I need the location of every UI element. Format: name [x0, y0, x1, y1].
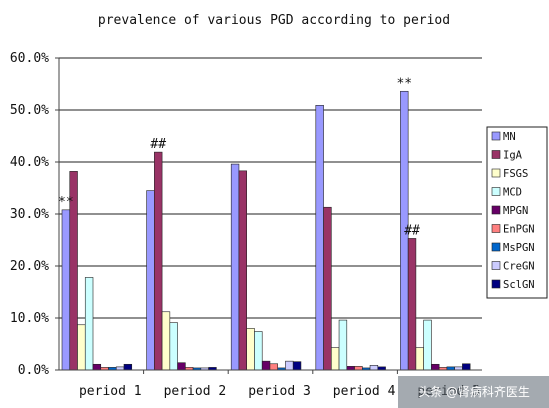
annotation-mark: **	[396, 76, 412, 91]
legend-swatch-mn	[491, 131, 501, 141]
bar-mn-1	[61, 209, 71, 371]
y-tick-labels: 0.0% 10.0% 20.0% 30.0% 40.0% 50.0% 60.0%	[10, 51, 49, 378]
bar-fsgs-2	[161, 311, 171, 371]
y-tick-label: 10.0%	[10, 311, 49, 326]
bar-fsgs-3	[246, 328, 255, 371]
y-tick-label: 40.0%	[10, 155, 49, 170]
legend-swatch-iga	[491, 150, 501, 159]
bar-iga-3	[238, 170, 247, 371]
bar-cregn-4	[369, 365, 379, 371]
legend-swatch-mcd	[491, 187, 501, 196]
watermark-backdrop	[398, 376, 549, 408]
legend-label-sclgn: SclGN	[503, 279, 535, 291]
annotations: ** ## ** ##	[58, 76, 420, 238]
legend-swatch-cregn	[491, 261, 501, 270]
bar-enpgn-3	[269, 363, 279, 371]
legend-label-mcd: MCD	[503, 187, 522, 199]
category-label: period 2	[164, 384, 227, 399]
legend-swatch-sclgn	[491, 279, 501, 289]
legend-items: MN IgA FSGS MCD MPGN EnPGN MsPGN CreGN SclGN	[491, 131, 535, 291]
bar-fsgs-4	[330, 347, 340, 371]
legend-swatch-mspgn	[491, 242, 501, 252]
legend-swatch-fsgs	[491, 168, 501, 178]
watermark: 头条 @肾病科齐医生	[398, 376, 549, 408]
category-label: period 1	[79, 384, 142, 399]
legend-swatch-enpgn	[491, 224, 501, 233]
bar-mcd-5	[423, 319, 432, 371]
bar-enpgn-4	[354, 366, 363, 371]
legend: MN IgA FSGS MCD MPGN EnPGN MsPGN CreGN SclGN	[486, 126, 548, 299]
bar-fsgs-5	[415, 347, 424, 371]
annotation-mark: ##	[150, 137, 166, 152]
bar-mpgn-4	[346, 366, 355, 371]
watermark-text: 头条 @肾病科齐医生	[418, 384, 530, 399]
legend-label-iga: IgA	[503, 150, 523, 162]
axes	[58, 58, 482, 371]
annotation-mark: ##	[404, 223, 420, 238]
bar-iga-2	[154, 151, 163, 371]
category-label: period 3	[248, 384, 311, 399]
legend-label-mpgn: MPGN	[503, 205, 528, 217]
legend-label-mspgn: MsPGN	[503, 242, 535, 254]
legend-label-mn: MN	[503, 131, 516, 143]
legend-swatch-mpgn	[491, 205, 501, 215]
legend-label-enpgn: EnPGN	[503, 224, 535, 236]
y-tick-label: 30.0%	[10, 207, 49, 222]
bar-mn-3	[230, 163, 240, 371]
legend-label-fsgs: FSGS	[503, 168, 528, 180]
bar-sclgn-1	[123, 363, 133, 371]
bar-mn-4	[315, 105, 324, 371]
y-tick-label: 60.0%	[10, 51, 49, 66]
y-tick-label: 50.0%	[10, 103, 49, 118]
bar-mpgn-3	[261, 360, 271, 371]
legend-label-cregn: CreGN	[503, 261, 535, 273]
bar-fsgs-1	[77, 324, 86, 371]
bar-mcd-3	[254, 331, 263, 371]
bar-mcd-2	[169, 322, 178, 371]
y-tick-label: 20.0%	[10, 259, 49, 274]
bars	[61, 90, 471, 371]
gridlines	[55, 57, 482, 371]
bar-mcd-1	[84, 277, 94, 371]
bar-mpgn-1	[92, 363, 102, 371]
chart-title: prevalence of various PGD according to p…	[98, 13, 450, 28]
bar-sclgn-3	[292, 361, 302, 371]
y-tick-label: 0.0%	[18, 363, 49, 378]
bar-iga-4	[323, 206, 332, 371]
bar-iga-5	[407, 238, 417, 371]
bar-sclgn-5	[462, 363, 471, 371]
category-label: period 4	[333, 384, 396, 399]
bar-mpgn-2	[177, 362, 186, 371]
bar-mn-2	[146, 190, 155, 371]
bar-mpgn-5	[431, 363, 440, 371]
bar-mcd-4	[338, 319, 348, 371]
annotation-mark: **	[58, 195, 74, 210]
bar-cregn-3	[285, 360, 294, 371]
